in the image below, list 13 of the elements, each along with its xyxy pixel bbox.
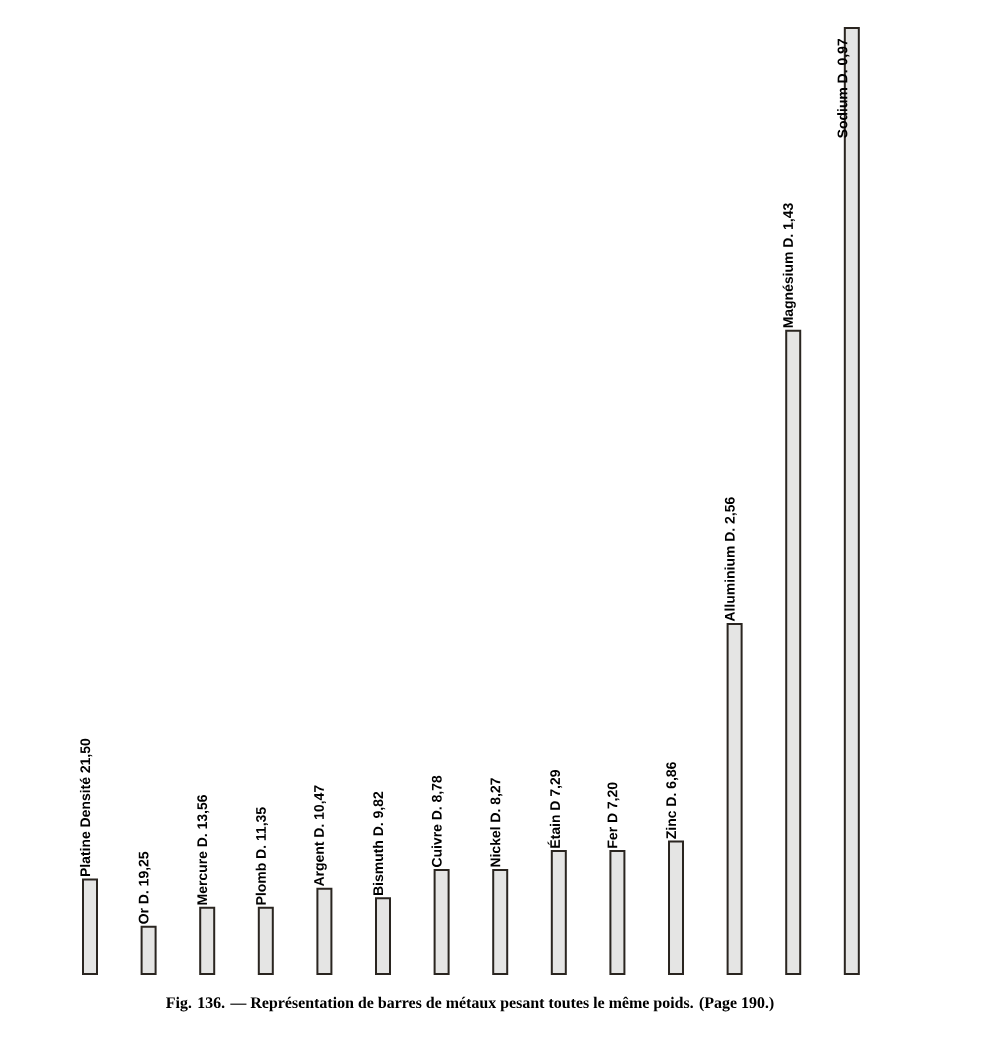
- bar: [375, 897, 392, 975]
- bar: [433, 868, 450, 975]
- bar: [316, 887, 333, 975]
- bar: [609, 850, 626, 975]
- bar: [668, 840, 685, 975]
- bar: [199, 906, 216, 975]
- bar: [492, 868, 509, 975]
- bar: [550, 850, 567, 975]
- bar: [82, 878, 98, 975]
- bar: [140, 925, 157, 975]
- bar: [257, 906, 274, 975]
- bar: [726, 622, 743, 975]
- bar: [785, 329, 802, 975]
